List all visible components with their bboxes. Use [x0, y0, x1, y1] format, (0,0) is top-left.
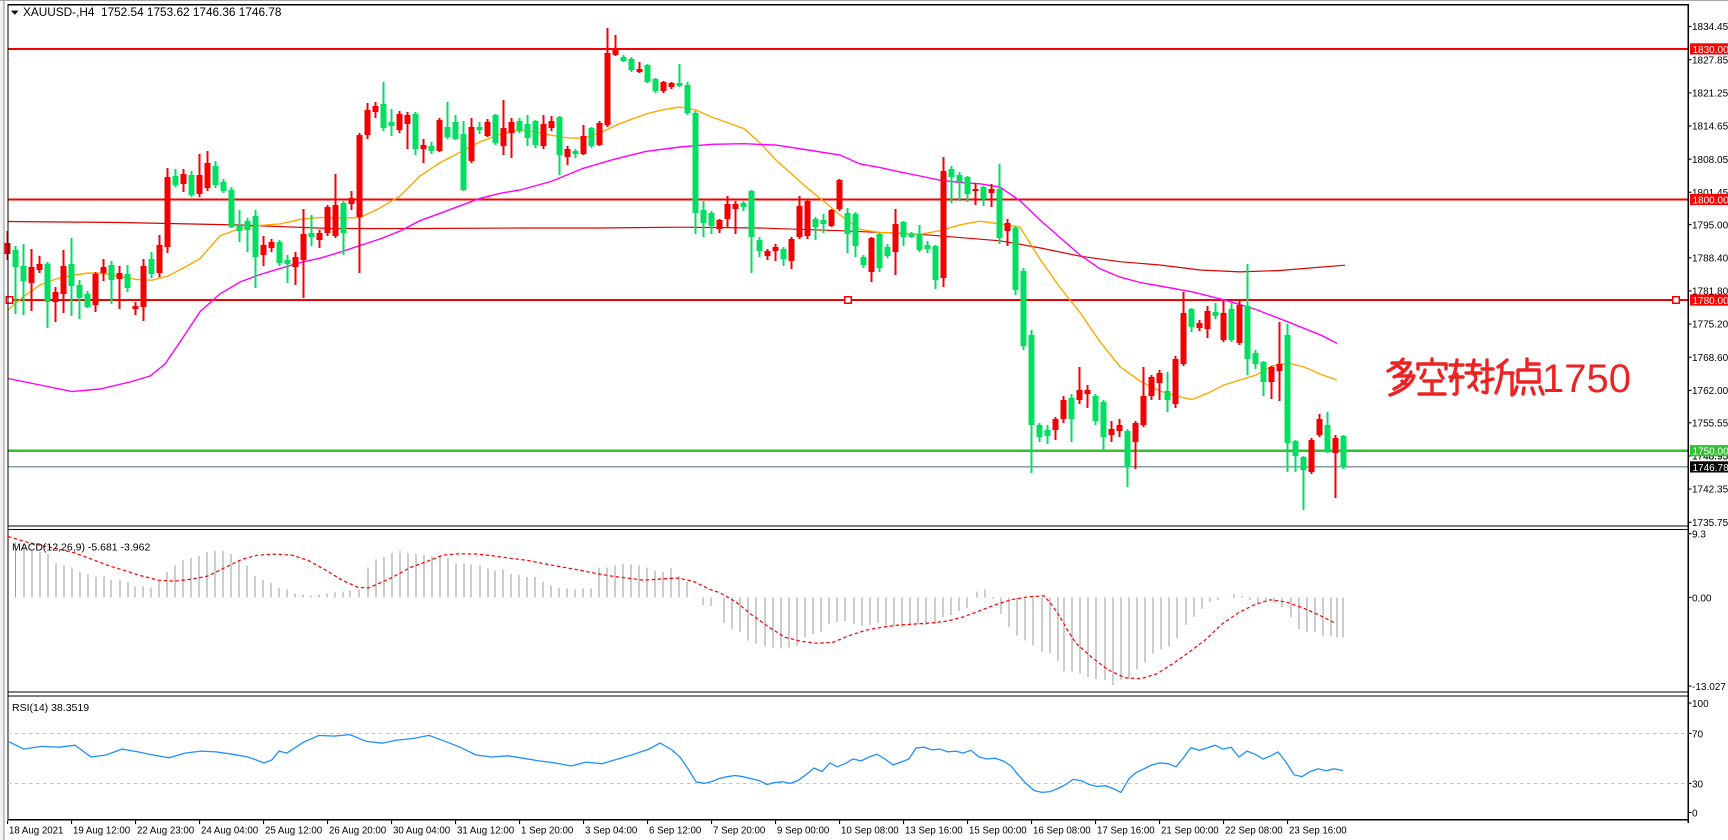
svg-text:70: 70: [1692, 729, 1704, 740]
svg-text:22 Aug 23:00: 22 Aug 23:00: [137, 826, 195, 837]
svg-text:1755.55: 1755.55: [1692, 418, 1728, 429]
svg-text:1742.35: 1742.35: [1692, 485, 1728, 496]
svg-text:1762.00: 1762.00: [1692, 386, 1728, 397]
svg-text:1808.05: 1808.05: [1692, 155, 1728, 166]
svg-text:1748.95: 1748.95: [1692, 452, 1728, 463]
svg-text:31 Aug 12:00: 31 Aug 12:00: [457, 826, 515, 837]
svg-text:1768.60: 1768.60: [1692, 353, 1728, 364]
svg-text:1821.25: 1821.25: [1692, 89, 1728, 100]
svg-text:9 Sep 00:00: 9 Sep 00:00: [777, 826, 830, 837]
svg-text:1748.95: 1748.95: [1692, 452, 1728, 463]
svg-text:XAUUSD-,H4 1752.54 1753.62 17: XAUUSD-,H4 1752.54 1753.62 1746.36 1746.…: [23, 5, 282, 19]
svg-text:1801.45: 1801.45: [1692, 188, 1728, 199]
svg-text:1775.20: 1775.20: [1692, 320, 1728, 331]
svg-text:6 Sep 12:00: 6 Sep 12:00: [649, 826, 702, 837]
svg-text:0.00: 0.00: [1692, 593, 1712, 604]
svg-text:1735.75: 1735.75: [1692, 518, 1728, 529]
svg-text:1 Sep 20:00: 1 Sep 20:00: [521, 826, 574, 837]
svg-text:-13.027: -13.027: [1692, 682, 1726, 693]
svg-text:21 Sep 00:00: 21 Sep 00:00: [1161, 826, 1219, 837]
svg-text:MACD(12,26,9) -5.681 -3.962: MACD(12,26,9) -5.681 -3.962: [12, 542, 150, 554]
svg-text:1746.78: 1746.78: [1693, 463, 1728, 474]
svg-text:9.3: 9.3: [1692, 530, 1706, 541]
svg-text:30: 30: [1692, 779, 1704, 790]
svg-text:7 Sep 20:00: 7 Sep 20:00: [713, 826, 766, 837]
svg-text:22 Sep 08:00: 22 Sep 08:00: [1225, 826, 1283, 837]
svg-text:16 Sep 08:00: 16 Sep 08:00: [1033, 826, 1091, 837]
svg-text:1795.00: 1795.00: [1692, 220, 1728, 231]
svg-text:1814.65: 1814.65: [1692, 122, 1728, 133]
svg-text:10 Sep 08:00: 10 Sep 08:00: [841, 826, 899, 837]
svg-text:1800.00: 1800.00: [1693, 196, 1728, 207]
svg-text:3 Sep 04:00: 3 Sep 04:00: [585, 826, 638, 837]
svg-text:1780.00: 1780.00: [1693, 296, 1728, 307]
svg-text:1781.80: 1781.80: [1692, 287, 1728, 298]
svg-text:100: 100: [1692, 699, 1709, 710]
svg-text:0: 0: [1692, 809, 1698, 820]
svg-text:1830.00: 1830.00: [1693, 45, 1728, 56]
svg-text:25 Aug 12:00: 25 Aug 12:00: [265, 826, 323, 837]
svg-text:1827.85: 1827.85: [1692, 55, 1728, 66]
svg-text:24 Aug 04:00: 24 Aug 04:00: [201, 826, 259, 837]
svg-text:1834.45: 1834.45: [1692, 22, 1728, 33]
svg-text:RSI(14) 38.3519: RSI(14) 38.3519: [12, 702, 89, 714]
svg-text:19 Aug 12:00: 19 Aug 12:00: [73, 826, 131, 837]
svg-text:23 Sep 16:00: 23 Sep 16:00: [1289, 826, 1347, 837]
svg-text:17 Sep 16:00: 17 Sep 16:00: [1097, 826, 1155, 837]
svg-text:1750: 1750: [1542, 357, 1631, 401]
svg-text:1788.40: 1788.40: [1692, 254, 1728, 265]
svg-text:18 Aug 2021: 18 Aug 2021: [9, 826, 63, 837]
svg-text:1750.00: 1750.00: [1693, 447, 1728, 458]
svg-text:13 Sep 16:00: 13 Sep 16:00: [905, 826, 963, 837]
svg-text:15 Sep 00:00: 15 Sep 00:00: [969, 826, 1027, 837]
svg-text:30 Aug 04:00: 30 Aug 04:00: [393, 826, 451, 837]
svg-text:26 Aug 20:00: 26 Aug 20:00: [329, 826, 387, 837]
